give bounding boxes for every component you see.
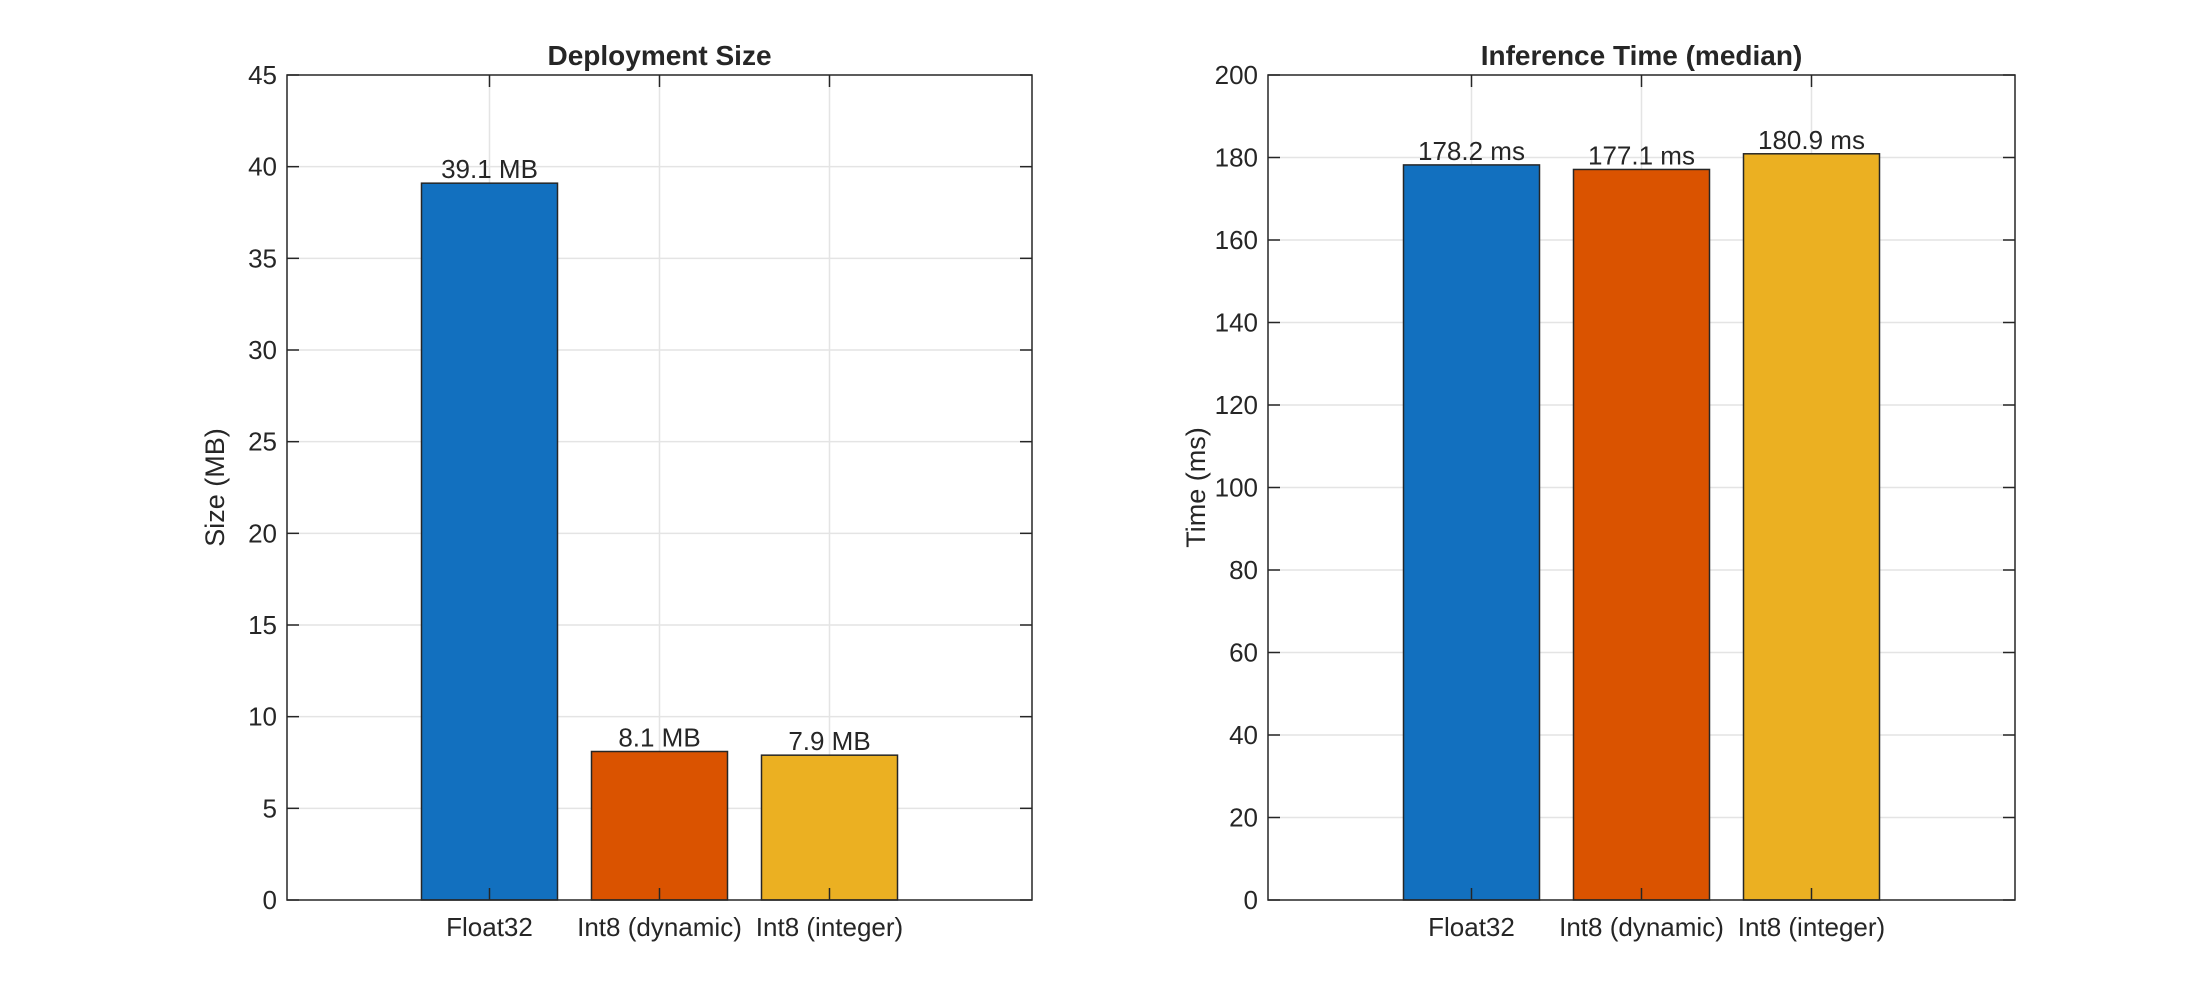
y-tick-label: 30 bbox=[248, 335, 277, 365]
chart-title: Deployment Size bbox=[547, 40, 771, 71]
x-tick-label: Int8 (dynamic) bbox=[577, 912, 742, 942]
bar-int8-dynamic bbox=[1572, 168, 1711, 901]
y-tick-label: 100 bbox=[1215, 473, 1258, 503]
data-label: 8.1 MB bbox=[618, 723, 700, 753]
inference-time-chart: 0 20 40 60 80 100 120 140 160 180 200 Float32 Int8 (… bbox=[1181, 40, 2016, 942]
y-tick-label: 0 bbox=[1244, 885, 1258, 915]
y-tick-label: 20 bbox=[248, 518, 277, 548]
bar-int8-integer bbox=[1742, 153, 1881, 901]
bar-int8-dynamic bbox=[590, 750, 729, 901]
y-tick-label: 160 bbox=[1215, 225, 1258, 255]
chart-title: Inference Time (median) bbox=[1481, 40, 1803, 71]
data-label: 177.1 ms bbox=[1588, 140, 1695, 170]
x-tick-label: Float32 bbox=[446, 912, 533, 942]
bars bbox=[420, 182, 899, 901]
data-labels: 178.2 ms 177.1 ms 180.9 ms bbox=[1418, 125, 1865, 171]
data-labels: 39.1 MB 8.1 MB 7.9 MB bbox=[441, 154, 871, 756]
y-tick-label: 40 bbox=[1229, 720, 1258, 750]
bar-float32 bbox=[420, 182, 559, 901]
y-tick-label: 45 bbox=[248, 60, 277, 90]
y-tick-label: 5 bbox=[263, 793, 277, 823]
y-tick-label: 200 bbox=[1215, 60, 1258, 90]
y-tick-label: 120 bbox=[1215, 390, 1258, 420]
y-tick-label: 140 bbox=[1215, 308, 1258, 338]
y-tick-label: 15 bbox=[248, 610, 277, 640]
y-tick-label: 35 bbox=[248, 243, 277, 273]
ticks: 0 20 40 60 80 100 120 140 160 180 200 Float32 Int8 (… bbox=[1215, 60, 2015, 942]
data-label: 7.9 MB bbox=[788, 726, 870, 756]
x-tick-label: Int8 (integer) bbox=[756, 912, 903, 942]
y-tick-label: 180 bbox=[1215, 143, 1258, 173]
y-axis-label: Size (MB) bbox=[200, 428, 230, 547]
data-label: 178.2 ms bbox=[1418, 136, 1525, 166]
ticks: 0 5 10 15 20 25 30 35 40 45 Float32 Int8 (dynamic) I… bbox=[248, 60, 1032, 942]
y-tick-label: 20 bbox=[1229, 803, 1258, 833]
data-label: 39.1 MB bbox=[441, 154, 538, 184]
deployment-size-chart: 0 5 10 15 20 25 30 35 40 45 Float32 Int8 (dynamic) I… bbox=[200, 40, 1033, 942]
y-axis-label: Time (ms) bbox=[1181, 427, 1211, 547]
bars bbox=[1402, 153, 1881, 901]
y-tick-label: 0 bbox=[263, 885, 277, 915]
y-tick-label: 40 bbox=[248, 152, 277, 182]
x-tick-label: Int8 (integer) bbox=[1738, 912, 1885, 942]
x-tick-label: Int8 (dynamic) bbox=[1559, 912, 1724, 942]
x-tick-label: Float32 bbox=[1428, 912, 1515, 942]
y-tick-label: 60 bbox=[1229, 638, 1258, 668]
data-label: 180.9 ms bbox=[1758, 125, 1865, 155]
y-tick-label: 10 bbox=[248, 702, 277, 732]
y-tick-label: 80 bbox=[1229, 555, 1258, 585]
bar-float32 bbox=[1402, 164, 1541, 901]
y-tick-label: 25 bbox=[248, 427, 277, 457]
bar-int8-integer bbox=[760, 754, 899, 901]
